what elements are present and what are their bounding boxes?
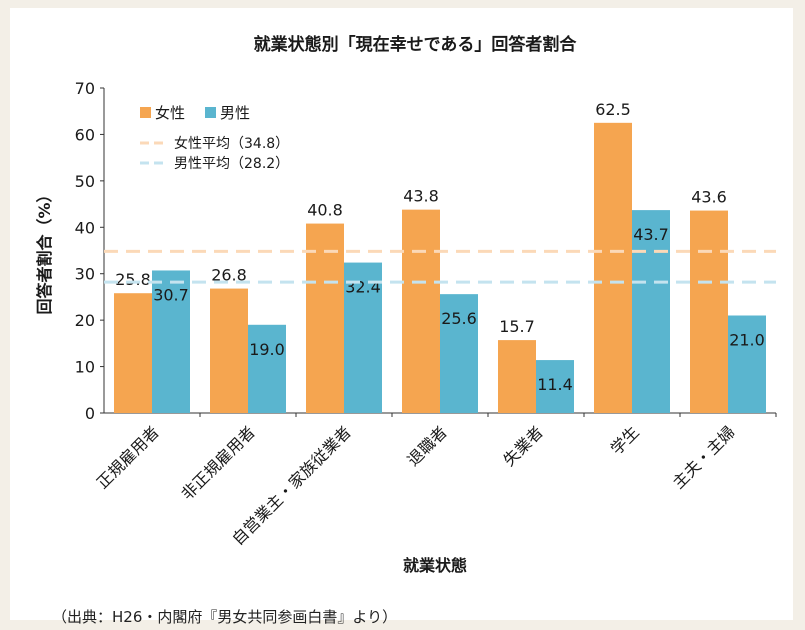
chart-card: 就業状態別「現在幸せである」回答者割合 0 10 20 30 40 50 60 70 回答者割合（… [10,8,793,626]
bar-chart: 就業状態別「現在幸せである」回答者割合 0 10 20 30 40 50 60 70 回答者割合（… [35,34,777,575]
x-tick-label: 非正規雇用者 [178,422,259,503]
data-label-male: 43.7 [633,225,669,244]
legend-label-female-avg: 女性平均（34.8） [174,135,289,152]
bar-male [632,210,670,413]
bar-male [536,360,574,413]
y-tick-label: 20 [75,311,95,330]
y-tick-label: 30 [75,265,95,284]
bar-female [306,223,344,413]
bar-female [114,293,152,413]
data-label-female: 26.8 [211,266,247,285]
bar-male [344,262,382,413]
y-tick-label: 50 [75,172,95,191]
bar-male [248,324,286,413]
data-label-female: 25.8 [115,270,151,289]
bar-female [498,340,536,413]
data-label-female: 40.8 [307,201,343,220]
source-note: （出典：H26・内閣府『男女共同参画白書』より） [52,608,398,626]
legend-label-male: 男性 [220,104,250,122]
legend-swatch-male [205,107,216,118]
x-axis-label: 就業状態 [403,556,467,575]
y-tick-label: 70 [75,79,95,98]
x-tick-label: 退職者 [403,422,450,469]
bar-male [440,294,478,413]
data-label-male: 11.4 [537,375,573,394]
chart-title: 就業状態別「現在幸せである」回答者割合 [254,34,578,55]
bar-female [210,288,248,413]
data-label-male: 19.0 [249,340,285,359]
data-label-male: 25.6 [441,309,477,328]
data-label-female: 15.7 [499,317,535,336]
data-label-male: 21.0 [729,331,765,350]
x-tick-label: 失業者 [499,422,546,469]
x-tick-label: 主夫・主婦 [669,422,739,492]
y-tick-label: 40 [75,218,95,237]
data-label-male: 30.7 [153,285,189,304]
y-tick-label: 0 [85,404,95,423]
x-tick-label: 学生 [607,422,643,458]
bar-female [690,210,728,413]
data-label-female: 43.8 [403,187,439,206]
legend-label-female: 女性 [155,104,185,122]
x-tick-label: 正規雇用者 [93,422,163,492]
data-label-female: 43.6 [691,188,727,207]
bar-female [594,122,632,414]
data-label-male: 32.4 [345,278,381,297]
data-label-female: 62.5 [595,100,631,119]
bar-male [152,270,190,413]
legend-swatch-female [140,107,151,118]
y-axis-label: 回答者割合（%） [35,186,54,314]
y-tick-label: 60 [75,125,95,144]
bar-female [402,209,440,413]
bar-male [728,315,766,413]
y-tick-label: 10 [75,358,95,377]
legend-label-male-avg: 男性平均（28.2） [174,156,289,172]
